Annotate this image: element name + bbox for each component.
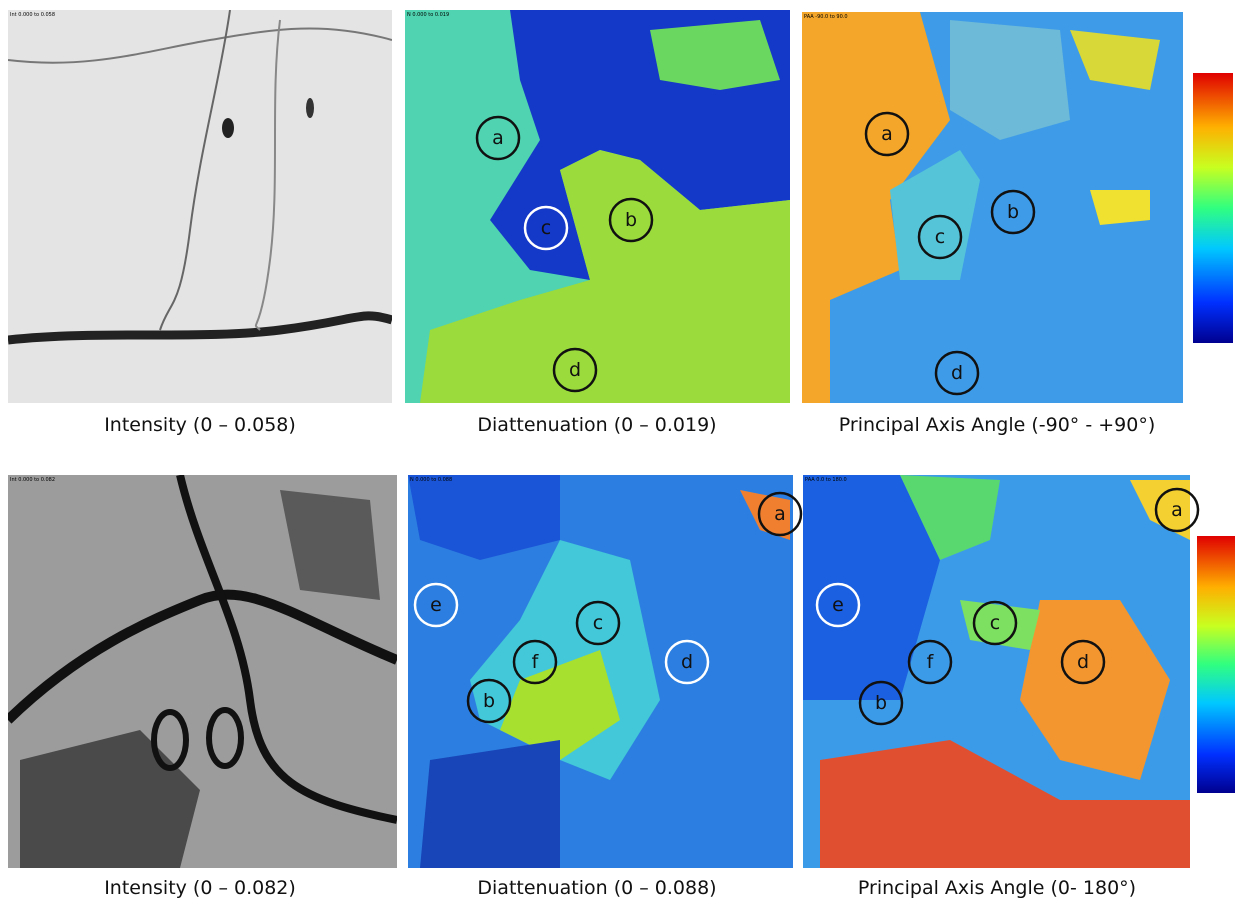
region-label: e [832,594,844,616]
panel-caption: Principal Axis Angle (-90° - +90°) [839,414,1155,436]
region-marker [552,347,598,393]
region-marker [858,680,904,726]
colorbar [1193,73,1233,343]
region-label: a [774,503,786,525]
region-marker [757,491,803,537]
region-marker [917,214,963,260]
panel-caption: Principal Axis Angle (0- 180°) [858,877,1136,899]
region-marker [413,582,459,628]
region-marker [934,350,980,396]
panel-header: Int 0.000 to 0.058 [10,12,55,18]
axis-angle-map [803,475,1190,868]
region-label: c [990,612,1000,634]
panel-caption: Diattenuation (0 – 0.019) [477,414,716,436]
axis-angle-map [802,12,1183,403]
region-marker [608,197,654,243]
region-marker [475,115,521,161]
region-label: a [1171,499,1183,521]
region-label: c [541,217,551,239]
diattenuation-map [408,475,793,868]
region-label: b [1007,201,1019,223]
region-label: a [881,123,893,145]
region-label: d [1077,651,1089,673]
region-label: f [927,651,935,673]
region-label: e [430,594,442,616]
panel-header: N 0.000 to 0.088 [410,477,452,483]
panel-caption: Intensity (0 – 0.082) [104,877,296,899]
region-marker [1154,487,1200,533]
region-label: d [569,359,581,381]
panel-header: N 0.000 to 0.019 [407,12,449,18]
region-label: d [951,362,963,384]
region-label: f [532,651,540,673]
region-marker [575,600,621,646]
intensity-map [8,10,392,403]
region-marker [907,639,953,685]
region-label: d [681,651,693,673]
region-marker [815,582,861,628]
region-label: c [593,612,603,634]
panel-header: PAA 0.0 to 180.0 [805,477,847,483]
region-marker [864,111,910,157]
region-marker [972,600,1018,646]
panel-caption: Diattenuation (0 – 0.088) [477,877,716,899]
region-label: b [875,692,887,714]
region-marker [466,678,512,724]
panel-header: PAA -90.0 to 90.0 [804,14,848,20]
panel-caption: Intensity (0 – 0.058) [104,414,296,436]
region-marker [990,189,1036,235]
region-marker [1060,639,1106,685]
colorbar [1197,536,1235,793]
region-marker [512,639,558,685]
region-marker [523,205,569,251]
region-label: b [625,209,637,231]
region-label: c [935,226,945,248]
region-marker [664,639,710,685]
diattenuation-map [405,10,790,403]
region-label: b [483,690,495,712]
region-label: a [492,127,504,149]
intensity-map [8,475,397,868]
panel-header: Int 0.000 to 0.082 [10,477,55,483]
